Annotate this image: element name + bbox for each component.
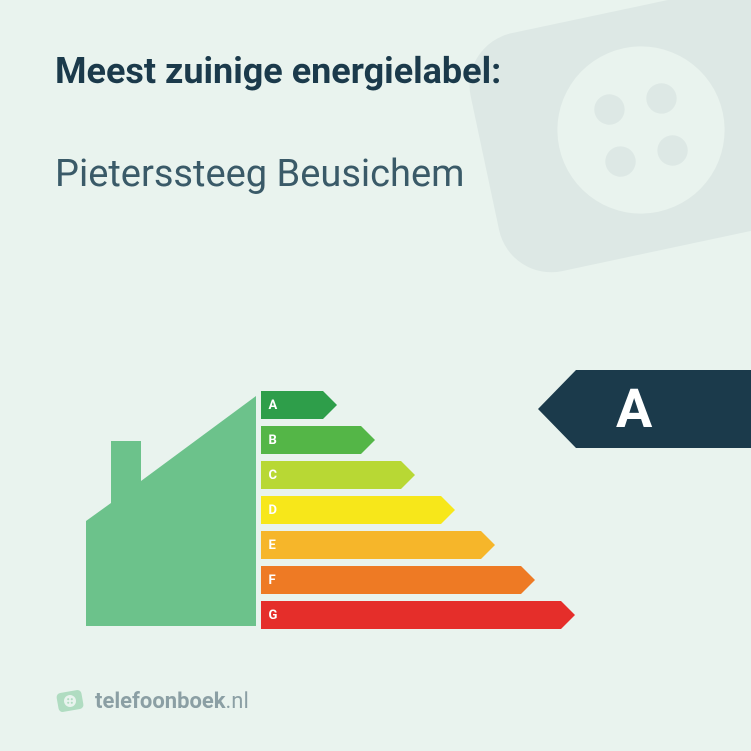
- bar-body: G: [261, 601, 561, 629]
- bar-arrow-icon: [561, 601, 575, 629]
- house-icon: [86, 396, 256, 626]
- rating-letter: A: [616, 378, 652, 441]
- watermark-icon: [416, 0, 751, 355]
- bar-body: B: [261, 426, 361, 454]
- energy-bar-c: C: [261, 458, 681, 493]
- bar-label: G: [269, 608, 278, 623]
- footer-brand-light: .nl: [226, 689, 249, 714]
- footer-text: telefoonboek.nl: [95, 689, 249, 714]
- bar-body: E: [261, 531, 481, 559]
- bar-arrow-icon: [441, 496, 455, 524]
- bar-label: B: [269, 433, 277, 448]
- bar-body: F: [261, 566, 521, 594]
- bar-label: E: [269, 538, 276, 553]
- rating-badge: A: [576, 370, 751, 448]
- energy-label-card: Meest zuinige energielabel: Pieterssteeg…: [0, 0, 751, 751]
- bar-arrow-icon: [361, 426, 375, 454]
- bar-arrow-icon: [323, 391, 337, 419]
- footer-logo-icon: [55, 686, 85, 716]
- energy-bar-g: G: [261, 598, 681, 633]
- energy-bar-d: D: [261, 493, 681, 528]
- bar-body: A: [261, 391, 323, 419]
- bar-label: A: [269, 398, 278, 413]
- bar-body: C: [261, 461, 401, 489]
- footer-brand: telefoonboek.nl: [55, 686, 249, 716]
- bar-body: D: [261, 496, 441, 524]
- bar-arrow-icon: [481, 531, 495, 559]
- footer-brand-bold: telefoonboek: [95, 689, 226, 714]
- bar-label: D: [269, 503, 277, 518]
- bar-arrow-icon: [401, 461, 415, 489]
- bar-label: C: [269, 468, 278, 483]
- bar-arrow-icon: [521, 566, 535, 594]
- energy-bar-e: E: [261, 528, 681, 563]
- energy-bar-f: F: [261, 563, 681, 598]
- bar-label: F: [269, 573, 276, 588]
